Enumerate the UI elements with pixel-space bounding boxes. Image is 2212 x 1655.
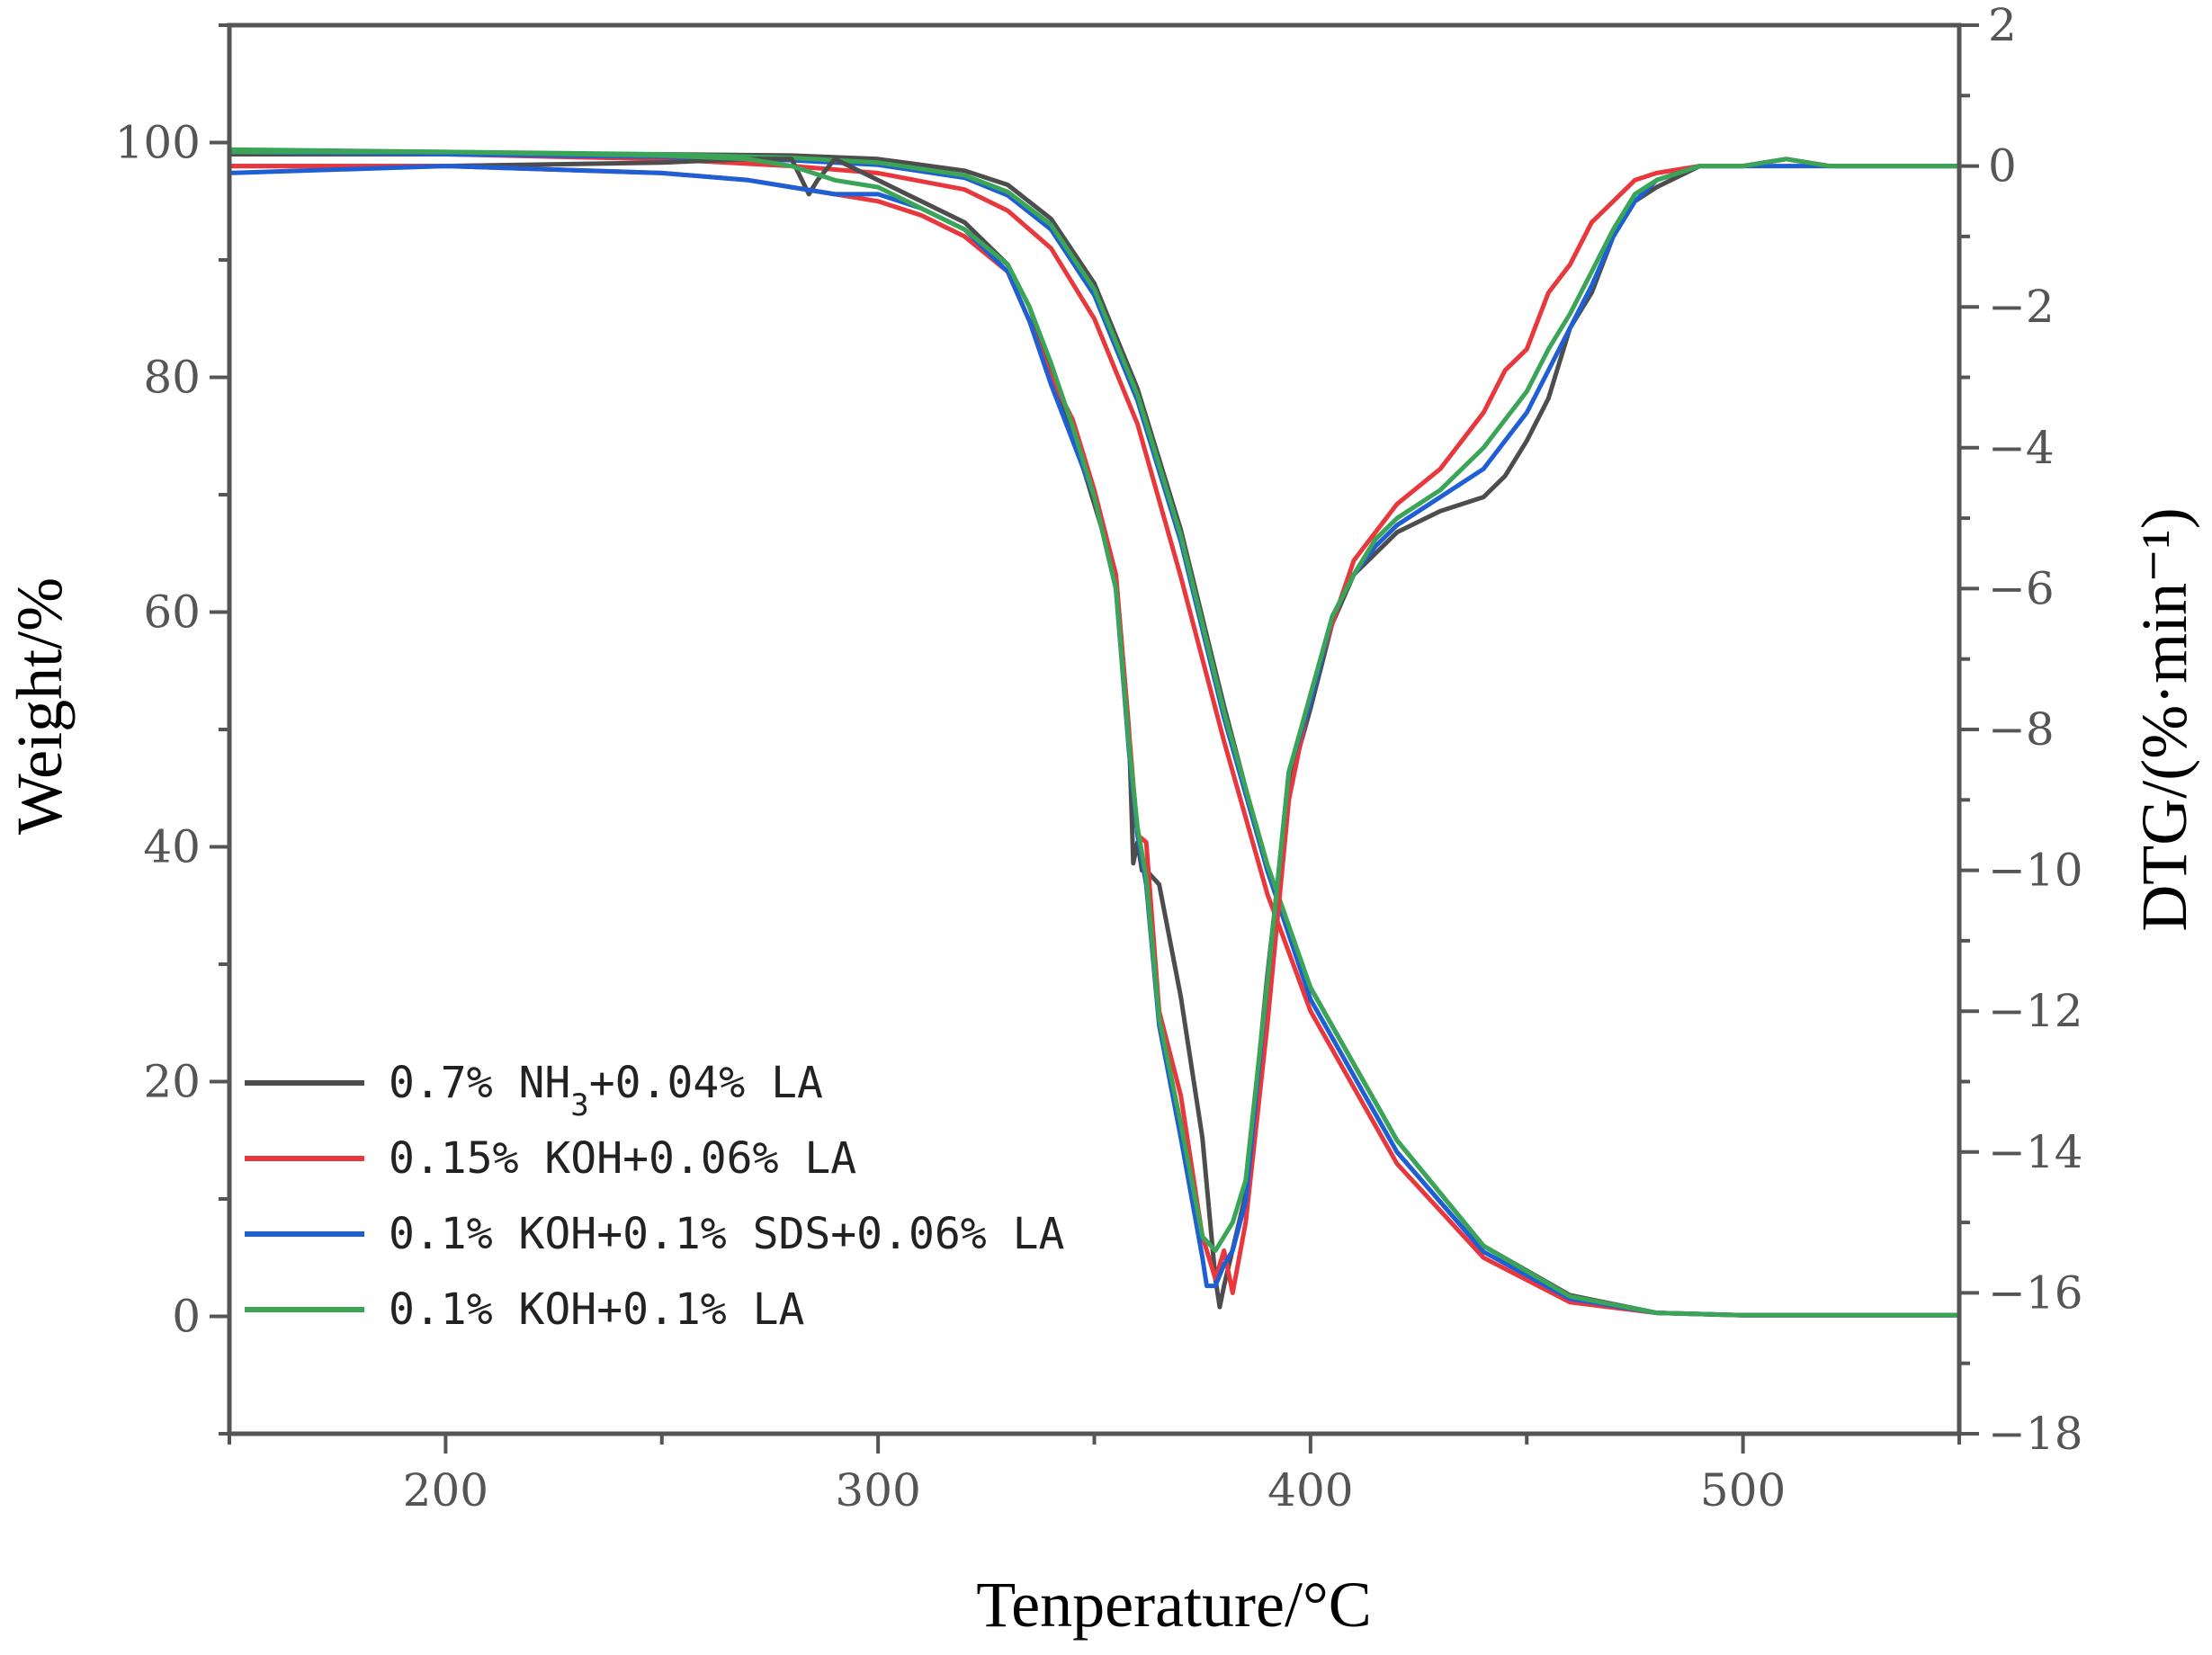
y-left-tick-label: 60: [143, 586, 201, 639]
legend-label: 0.1% KOH+0.1% SDS+0.06% LA: [389, 1209, 1064, 1259]
dtg-series-line: [229, 149, 1959, 1253]
dtg-series-line: [228, 164, 1959, 1289]
y-right-tick-label: −6: [1988, 562, 2055, 614]
legend-label: 0.7% NH3+0.04% LA: [389, 1058, 823, 1123]
legend-label: 0.15% KOH+0.06% LA: [389, 1133, 856, 1184]
y-right-tick-label: −16: [1988, 1266, 2083, 1319]
y-left-tick-label: 100: [115, 117, 201, 169]
y-right-tick-label: −18: [1988, 1408, 2083, 1460]
y-left-tick-label: 0: [172, 1291, 201, 1343]
legend-label: 0.1% KOH+0.1% LA: [389, 1284, 804, 1335]
series-layer: [228, 147, 1959, 1318]
y-right-tick-label: −10: [1988, 845, 2083, 897]
tick-labels: 200 300 400 50002040608010020−2−4−6−8−10−12…: [115, 0, 2083, 1516]
y-left-tick-label: 20: [143, 1056, 201, 1108]
legend-label-subscript: 3: [570, 1087, 588, 1123]
x-axis-title: Tenperature/°C: [976, 1569, 1372, 1641]
y-right-tick-label: −14: [1988, 1126, 2083, 1178]
legend-label-main: 0.7% NH: [389, 1058, 570, 1108]
legend: 0.7% NH3+0.04% LA 0.15% KOH+0.06% LA 0.1% …: [245, 1058, 1064, 1335]
y-right-tick-label: −2: [1988, 281, 2055, 333]
legend-label-tail: +0.04% LA: [589, 1058, 823, 1108]
y-right-tick-label: −4: [1988, 422, 2055, 474]
tg-series-line: [228, 149, 1959, 1318]
y-right-tick-label: 0: [1988, 140, 2017, 192]
x-tick-label: 400: [1267, 1464, 1353, 1516]
x-tick-label: 300: [835, 1464, 920, 1516]
legend-label-main: 0.1% KOH+0.1% LA: [389, 1284, 804, 1335]
plot-frame: [227, 22, 1962, 1436]
y-right-tick-label: −8: [1988, 703, 2055, 756]
x-tick-label: 200: [403, 1464, 488, 1516]
x-tick-label: 500: [1700, 1464, 1786, 1516]
dtg-series-line: [229, 157, 1959, 1295]
tg-series-line: [228, 147, 1959, 1318]
y-right-tick-label: 2: [1988, 0, 2017, 51]
legend-label-main: 0.1% KOH+0.1% SDS+0.06% LA: [389, 1209, 1064, 1259]
legend-label-main: 0.15% KOH+0.06% LA: [389, 1133, 856, 1184]
y-left-axis-title: Weight/%: [4, 577, 76, 835]
y-right-axis-title: DTG/(%·min⁻¹): [2128, 507, 2200, 931]
y-right-tick-label: −12: [1988, 985, 2083, 1037]
y-left-tick-label: 80: [143, 352, 201, 404]
y-left-tick-label: 40: [143, 821, 201, 873]
